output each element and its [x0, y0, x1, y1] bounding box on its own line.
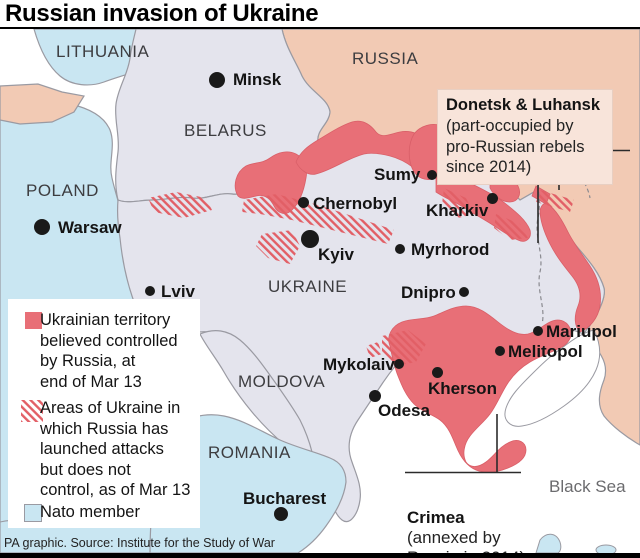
- city-dot-lviv: [145, 286, 155, 296]
- legend-line: Nato member: [40, 503, 140, 521]
- city-label-sumy: Sumy: [374, 165, 421, 184]
- legend-line: but does not: [40, 460, 131, 479]
- city-dot-mariupol: [533, 326, 543, 336]
- city-dot-kyiv: [301, 230, 319, 248]
- title-bar: Russian invasion of Ukraine: [0, 0, 640, 29]
- legend-line: end of Mar 13: [40, 372, 142, 391]
- city-dot-mykolaiv: [394, 359, 404, 369]
- controlled-territory-areas: [234, 120, 601, 473]
- country-label-russia: RUSSIA: [352, 49, 419, 68]
- city-label-bucharest: Bucharest: [243, 489, 327, 508]
- legend-line: by Russia, at: [40, 352, 136, 370]
- legend-line: launched attacks: [40, 440, 164, 458]
- city-dot-chernobyl: [298, 197, 309, 208]
- city-label-kyiv: Kyiv: [318, 245, 354, 264]
- crimea-callout: Crimea (annexed by Russia in 2014): [407, 507, 525, 558]
- legend-line: believed controlled: [40, 331, 178, 350]
- donetsk-callout-line: pro-Russian rebels: [446, 137, 585, 156]
- legend-swatch-nato: [24, 504, 42, 522]
- city-dot-dnipro: [459, 287, 469, 297]
- legend-line: control, as of Mar 13: [40, 481, 191, 499]
- country-label-poland: POLAND: [26, 181, 99, 200]
- city-dot-kharkiv: [487, 193, 498, 204]
- legend-swatch-controlled: [25, 312, 42, 329]
- city-label-warsaw: Warsaw: [58, 218, 122, 237]
- country-label-moldova: MOLDOVA: [238, 372, 326, 391]
- legend-line: Ukrainian territory: [40, 311, 171, 329]
- donetsk-callout: Donetsk & Luhansk (part-occupied by pro-…: [437, 89, 613, 185]
- bottom-bar: [0, 553, 640, 558]
- legend-swatch-attacked: [21, 400, 43, 422]
- city-label-dnipro: Dnipro: [401, 283, 456, 302]
- city-label-odesa: Odesa: [378, 401, 430, 420]
- city-label-kherson: Kherson: [428, 379, 497, 398]
- city-label-myrhorod: Myrhorod: [411, 240, 490, 259]
- city-dot-bucharest: [274, 507, 288, 521]
- sea-of-azov: [504, 329, 601, 427]
- page-title: Russian invasion of Ukraine: [5, 0, 319, 27]
- donetsk-callout-line: since 2014): [446, 158, 532, 176]
- city-dot-myrhorod: [395, 244, 405, 254]
- city-label-mariupol: Mariupol: [546, 322, 617, 341]
- attacked-areas-hatched: [148, 188, 574, 366]
- country-shape-kaliningrad: [0, 83, 85, 125]
- country-label-belarus: BELARUS: [184, 121, 267, 140]
- city-dot-sumy: [427, 170, 437, 180]
- city-dot-warsaw: [34, 219, 50, 235]
- city-dot-minsk: [209, 72, 225, 88]
- country-label-lithuania: LITHUANIA: [56, 42, 150, 61]
- city-label-kharkiv: Kharkiv: [426, 201, 489, 220]
- sea-label-black-sea: Black Sea: [549, 477, 626, 496]
- map-canvas: LITHUANIA BELARUS RUSSIA POLAND UKRAINE …: [0, 29, 640, 558]
- city-label-mykolaiv: Mykolaiv: [323, 355, 395, 374]
- city-dot-kherson: [432, 367, 443, 378]
- city-dot-odesa: [369, 390, 381, 402]
- city-label-minsk: Minsk: [233, 70, 282, 89]
- legend-line: which Russia has: [40, 419, 169, 438]
- donetsk-callout-title: Donetsk & Luhansk: [446, 96, 601, 114]
- city-dot-melitopol: [495, 346, 505, 356]
- legend-line: Areas of Ukraine in: [40, 399, 181, 417]
- country-label-ukraine: UKRAINE: [268, 277, 348, 296]
- crimea-callout-lines: [405, 414, 521, 474]
- donetsk-callout-line: (part-occupied by: [446, 117, 574, 135]
- crimea-callout-title: Crimea: [407, 508, 465, 527]
- country-shape-turkey-coast: [535, 533, 562, 553]
- city-label-melitopol: Melitopol: [508, 342, 583, 361]
- country-shape-turkey-islet: [595, 544, 617, 553]
- map-legend: Ukrainian territory believed controlled …: [8, 299, 200, 528]
- city-label-lviv: Lviv: [161, 282, 196, 301]
- country-label-romania: ROMANIA: [208, 443, 291, 462]
- source-credit: PA graphic. Source: Institute for the St…: [4, 536, 275, 550]
- city-label-chernobyl: Chernobyl: [313, 194, 398, 213]
- crimea-callout-line: (annexed by: [407, 528, 501, 547]
